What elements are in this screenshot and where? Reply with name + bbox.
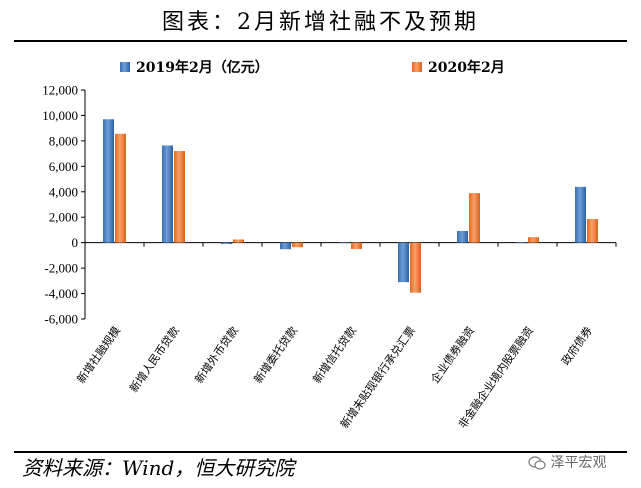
y-tick-label: 0 <box>72 235 79 250</box>
x-tick-label: 新增人民币贷款 <box>126 324 182 395</box>
bar-2019 <box>280 242 291 250</box>
y-tick-label: 2,000 <box>49 210 78 225</box>
bar-chart: 2019年2月（亿元） 2020年2月 -6,000 -4,000 -2,000 0 2,… <box>42 59 617 431</box>
bar-2020 <box>115 133 126 243</box>
x-axis-labels: 新增社融规模 新增人民币贷款 新增外币贷款 新增委托贷款 新增信托贷款新增未贴现银行承兑… <box>74 324 595 431</box>
legend: 2019年2月（亿元） 2020年2月 <box>120 59 505 76</box>
x-tick-label: 政府债券 <box>558 324 595 368</box>
wechat-icon <box>528 456 546 470</box>
title-divider <box>14 40 627 42</box>
bar-2019 <box>162 145 173 243</box>
x-tick-label: 新增信托贷款 <box>310 324 359 386</box>
bar-2020 <box>292 242 303 248</box>
y-tick-label: -2,000 <box>44 261 78 276</box>
watermark: 泽平宏观 <box>528 452 606 472</box>
bar-2019 <box>221 242 232 244</box>
bar-2020 <box>410 242 421 293</box>
y-axis: -6,000 -4,000 -2,000 0 2,000 4,000 6,000 8,000 1… <box>42 83 617 327</box>
y-tick-label: -6,000 <box>44 312 78 327</box>
y-tick-label: 4,000 <box>49 184 78 199</box>
watermark-text: 泽平宏观 <box>550 455 607 471</box>
footer-divider <box>14 451 627 453</box>
page-title: 图表：2月新增社融不及预期 <box>162 10 479 35</box>
bar-2020 <box>528 237 539 243</box>
bar-2020 <box>587 219 598 243</box>
y-tick-label: 8,000 <box>49 133 78 148</box>
bar-2020 <box>469 193 480 243</box>
x-tick-label: 新增社融规模 <box>74 324 123 386</box>
bar-2020 <box>233 239 244 243</box>
y-tick-label: 12,000 <box>42 83 78 98</box>
x-tick-label: 新增委托贷款 <box>251 324 300 386</box>
bars <box>103 119 598 293</box>
legend-label: 2020年2月 <box>428 59 505 76</box>
y-tick-label: 6,000 <box>49 159 78 174</box>
x-tick-label: 企业债券融资 <box>428 324 477 386</box>
bar-2020 <box>174 151 185 243</box>
bar-2019 <box>516 242 527 244</box>
x-tick-label: 新增外币贷款 <box>192 324 241 386</box>
bar-2019 <box>103 119 114 243</box>
source-note: 资料来源：Wind，恒大研究院 <box>22 456 295 480</box>
bar-2019 <box>339 242 350 244</box>
legend-swatch <box>120 62 130 72</box>
legend-swatch <box>412 62 422 72</box>
y-tick-label: 10,000 <box>42 108 78 123</box>
legend-label: 2019年2月（亿元） <box>136 59 269 76</box>
bar-2020 <box>351 242 362 250</box>
bar-2019 <box>457 230 468 243</box>
y-tick-label: -4,000 <box>44 286 78 301</box>
bar-2019 <box>575 186 586 243</box>
bar-2019 <box>398 242 409 283</box>
